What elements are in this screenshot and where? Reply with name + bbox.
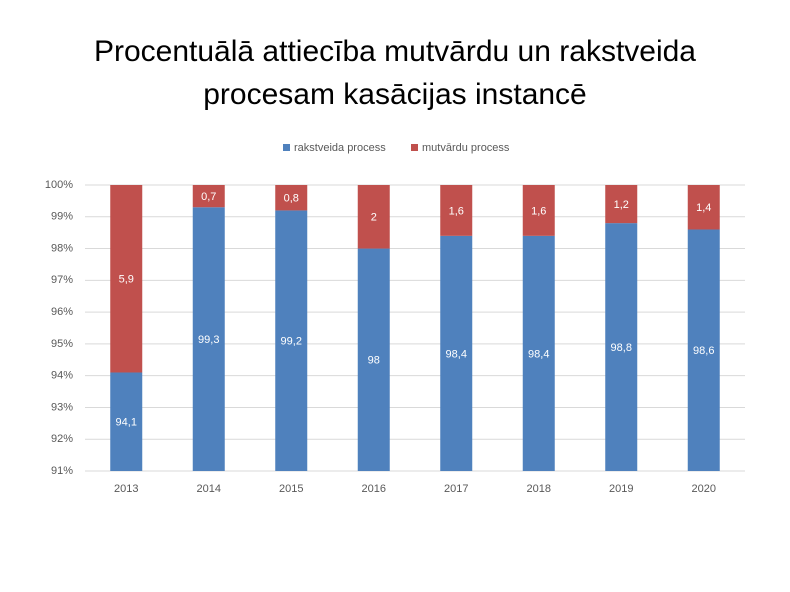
chart-title: Procentuālā attiecība mutvārdu un rakstv… bbox=[93, 35, 696, 111]
data-label: 1,2 bbox=[614, 199, 629, 211]
data-label: 98,8 bbox=[611, 342, 632, 354]
x-tick-label: 2019 bbox=[609, 483, 633, 495]
bar-segment bbox=[605, 185, 638, 224]
data-label: 1,6 bbox=[449, 205, 464, 217]
data-label: 99,2 bbox=[281, 336, 302, 348]
y-tick-label: 93% bbox=[51, 401, 73, 413]
data-label: 98,4 bbox=[446, 348, 467, 360]
data-label: 0,7 bbox=[201, 191, 216, 203]
data-label: 98,4 bbox=[528, 348, 549, 360]
x-tick-label: 2017 bbox=[444, 483, 468, 495]
x-tick-label: 2015 bbox=[279, 483, 303, 495]
y-tick-label: 99% bbox=[51, 211, 73, 223]
y-tick-label: 92% bbox=[51, 433, 73, 445]
data-label: 2 bbox=[371, 212, 377, 224]
bar-segment bbox=[522, 185, 555, 236]
data-label: 0,8 bbox=[284, 193, 299, 205]
bar-segment bbox=[605, 223, 638, 471]
legend-swatch bbox=[283, 144, 290, 151]
y-tick-label: 95% bbox=[51, 338, 73, 350]
legend-label: rakstveida process bbox=[294, 142, 386, 154]
bar-segment bbox=[357, 248, 390, 471]
data-label: 1,6 bbox=[531, 205, 546, 217]
y-tick-label: 94% bbox=[51, 370, 73, 382]
x-tick-label: 2020 bbox=[692, 483, 716, 495]
bar-segment bbox=[687, 229, 720, 471]
bar-segment bbox=[275, 210, 308, 471]
x-tick-label: 2018 bbox=[527, 483, 551, 495]
data-label: 5,9 bbox=[119, 274, 134, 286]
bar-segment bbox=[687, 185, 720, 230]
data-label: 1,4 bbox=[696, 202, 711, 214]
y-tick-label: 96% bbox=[51, 306, 73, 318]
bar-segment bbox=[357, 185, 390, 249]
bar-segment bbox=[522, 235, 555, 471]
legend-swatch bbox=[411, 144, 418, 151]
y-tick-label: 100% bbox=[45, 179, 73, 191]
bar-segment bbox=[440, 185, 473, 236]
x-tick-label: 2014 bbox=[197, 483, 221, 495]
bar-segment bbox=[110, 372, 143, 471]
x-tick-label: 2013 bbox=[114, 483, 138, 495]
x-tick-label: 2016 bbox=[362, 483, 386, 495]
y-tick-label: 97% bbox=[51, 274, 73, 286]
bar-segment bbox=[275, 185, 308, 211]
y-tick-label: 98% bbox=[51, 242, 73, 254]
data-label: 99,3 bbox=[198, 334, 219, 346]
bar-segment bbox=[440, 235, 473, 471]
data-label: 94,1 bbox=[116, 417, 137, 429]
data-label: 98,6 bbox=[693, 345, 714, 357]
legend-label: mutvārdu process bbox=[422, 142, 510, 154]
bar-segment bbox=[110, 185, 143, 373]
y-tick-label: 91% bbox=[51, 465, 73, 477]
data-label: 98 bbox=[368, 355, 380, 367]
bar-segment bbox=[192, 185, 225, 208]
bar-segment bbox=[192, 207, 225, 471]
